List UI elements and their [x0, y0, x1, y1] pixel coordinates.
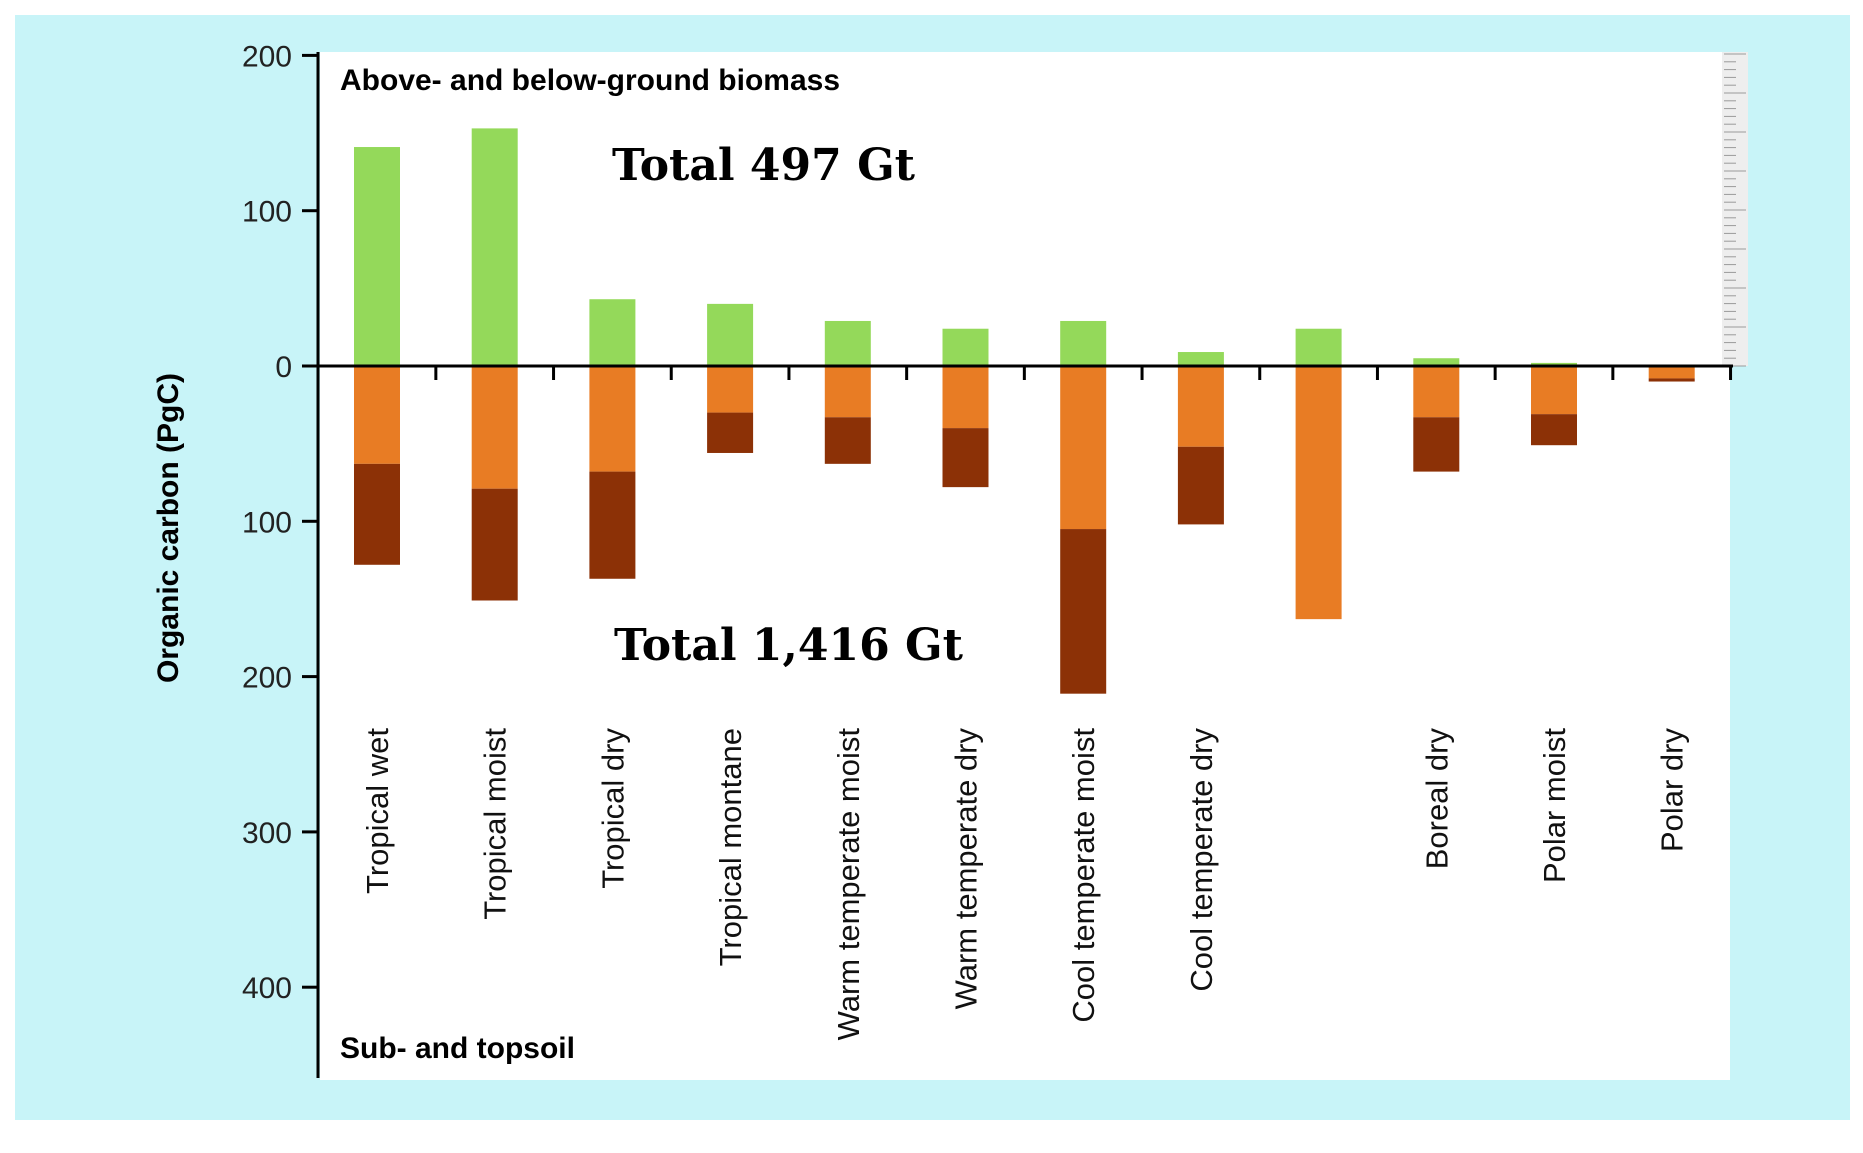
bar-subsoil — [1177, 446, 1224, 525]
bar-topsoil — [1531, 366, 1577, 415]
tick-strip-background — [1722, 52, 1748, 366]
category-label: Polar moist — [1537, 728, 1572, 883]
total-below-annotation: Total 1,416 Gt — [614, 620, 964, 671]
bar-subsoil — [1531, 414, 1577, 446]
y-axis-label: Organic carbon (PgC) — [152, 373, 185, 683]
y-tick-label: 200 — [242, 40, 292, 73]
bar-topsoil — [1177, 366, 1224, 447]
minor-tick-strip — [1722, 52, 1748, 367]
bar-topsoil — [1648, 366, 1695, 379]
y-tick-label: 200 — [242, 662, 292, 695]
bar-subsoil — [942, 428, 989, 488]
bar-topsoil — [1295, 366, 1342, 620]
category-label: Cool temperate moist — [1066, 728, 1101, 1023]
bar-topsoil — [1413, 366, 1460, 418]
bar-biomass — [1177, 352, 1224, 366]
total-above-annotation: Total 497 Gt — [612, 140, 916, 191]
bar-biomass — [354, 147, 400, 366]
bar-topsoil — [942, 366, 989, 429]
y-tick-label: 300 — [242, 817, 292, 850]
bar-subsoil — [589, 471, 636, 579]
category-label: Tropical wet — [360, 728, 395, 894]
category-labels: Tropical wet Tropical moist Tropical dry Tr… — [360, 728, 1690, 1041]
bar-biomass — [824, 320, 871, 366]
bar-topsoil — [1060, 366, 1107, 530]
bar-biomass — [1531, 362, 1577, 366]
bar-topsoil — [589, 366, 636, 472]
bar-topsoil — [824, 366, 871, 418]
y-tick-label: 0 — [275, 351, 292, 384]
category-label: Tropical moist — [478, 728, 513, 920]
bar-biomass — [942, 328, 989, 366]
bar-topsoil — [707, 366, 754, 413]
category-label: Warm temperate dry — [949, 728, 984, 1010]
bar-subsoil — [1648, 378, 1695, 382]
category-label: Tropical montane — [713, 728, 748, 966]
plot-background — [320, 52, 1730, 1080]
category-label: Warm temperate moist — [831, 728, 866, 1041]
x-axis — [302, 364, 1733, 380]
bar-biomass — [1060, 320, 1107, 366]
bars-group — [354, 128, 1695, 694]
category-label: Cool temperate dry — [1184, 728, 1219, 992]
bar-biomass — [707, 303, 754, 366]
top-region-label: Above- and below-ground biomass — [340, 64, 840, 97]
bar-biomass — [1295, 328, 1342, 366]
y-tick-label: 100 — [242, 196, 292, 229]
category-label: Tropical dry — [595, 728, 630, 889]
category-label: Boreal dry — [1419, 728, 1454, 870]
bar-biomass — [1413, 358, 1460, 366]
bottom-region-label: Sub- and topsoil — [340, 1032, 575, 1065]
bar-biomass — [589, 299, 636, 366]
bar-topsoil — [354, 366, 400, 464]
bar-subsoil — [824, 417, 871, 464]
bar-biomass — [471, 128, 518, 366]
category-label: Boreal moist — [1302, 728, 1337, 901]
bar-subsoil — [707, 412, 754, 453]
bar-topsoil — [471, 366, 518, 489]
y-axis: 200 100 0 100 200 300 400 — [242, 40, 320, 1078]
category-label: Polar dry — [1655, 728, 1690, 853]
y-tick-label: 400 — [242, 972, 292, 1005]
bar-subsoil — [471, 488, 518, 601]
bar-subsoil — [354, 463, 400, 565]
y-tick-label: 100 — [242, 506, 292, 539]
bar-subsoil — [1413, 417, 1460, 472]
bar-subsoil — [1060, 529, 1107, 694]
